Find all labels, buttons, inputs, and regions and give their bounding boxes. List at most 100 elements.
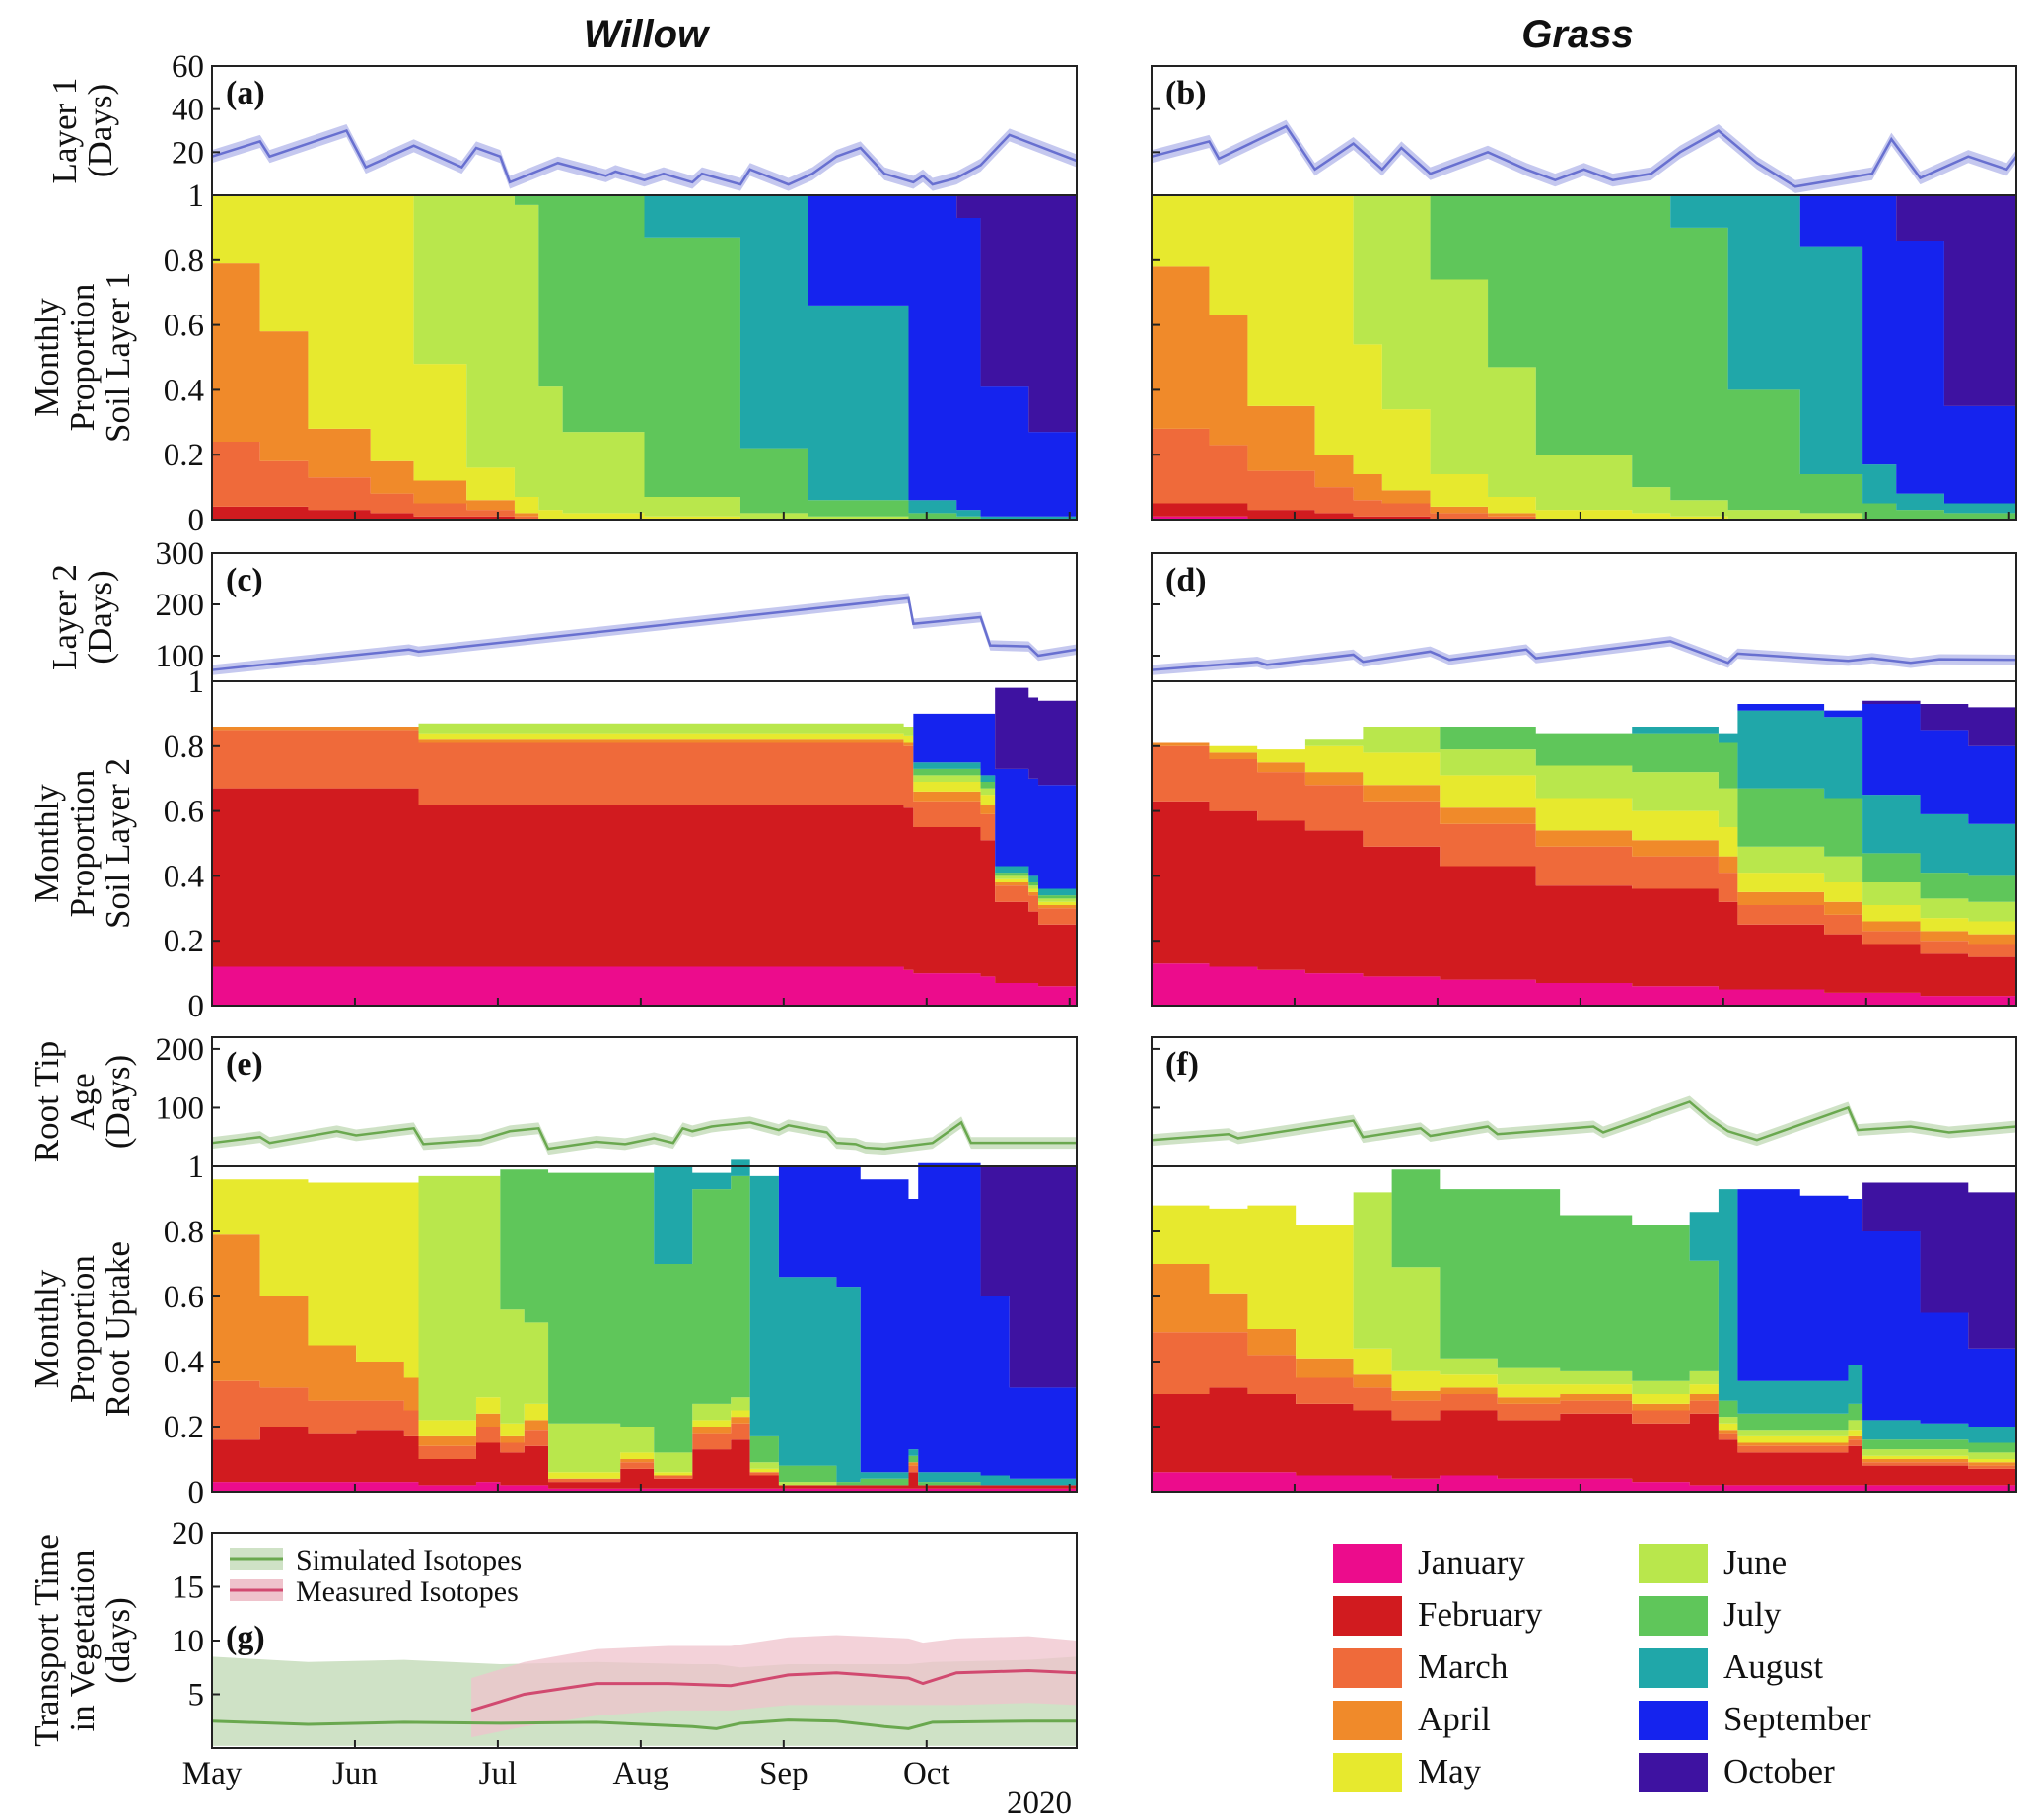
x-tick-label: Oct xyxy=(903,1756,950,1791)
uptake_grass-area-june xyxy=(1152,1192,2016,1459)
soil2-ylabel: Monthly xyxy=(28,784,66,903)
uptake_grass-area-september xyxy=(1152,1169,2016,1427)
layer2-ylabel: (Days) xyxy=(81,570,119,664)
soil2-ylabel: Proportion xyxy=(63,770,102,918)
c-band xyxy=(212,593,1077,675)
soil2_grass-area-may xyxy=(1152,742,2016,942)
panel-letter: (e) xyxy=(226,1046,263,1083)
grass-title: Grass xyxy=(1521,13,1633,56)
x-tick-label: Sep xyxy=(759,1756,808,1791)
soil1_willow-ytick-label: 0 xyxy=(188,503,205,538)
uptake_willow-area-june xyxy=(212,1175,1077,1486)
legend-swatch-october xyxy=(1639,1753,1708,1792)
legend-label-february: February xyxy=(1418,1595,1543,1634)
e-ytick-label: 100 xyxy=(156,1090,205,1126)
uptake-ylabel: Proportion xyxy=(63,1255,102,1403)
legend-swatch-may xyxy=(1333,1753,1402,1792)
transport-ylabel: Transport Time xyxy=(28,1534,66,1747)
uptake-ylabel: Monthly xyxy=(28,1269,66,1388)
panel-letter: (a) xyxy=(226,75,265,111)
legend-swatch-june xyxy=(1639,1544,1708,1583)
uptake-ylabel: Root Uptake xyxy=(99,1241,137,1417)
month-legend: January February March April May June July Augu… xyxy=(1333,1543,1871,1792)
x-tick-label: Jul xyxy=(479,1756,518,1791)
uptake_grass-area-january xyxy=(1152,1472,2016,1492)
soil1_willow-area-june xyxy=(212,195,1077,520)
roottip-ylabel: Root Tip xyxy=(28,1041,66,1163)
soil2_grass-area-august xyxy=(1152,710,2016,886)
soil2_willow-ytick-label: 0.4 xyxy=(164,859,204,894)
transport-ylabel: (days) xyxy=(99,1597,137,1683)
roottip-ylabel: Age xyxy=(63,1073,102,1130)
soil1_willow-ytick-label: 0.2 xyxy=(164,438,204,473)
layer2-ylabel: Layer 2 xyxy=(45,564,84,670)
uptake_willow-area-february xyxy=(212,1427,1077,1489)
uptake_willow-ytick-label: 1 xyxy=(188,1150,205,1185)
soil2_willow-area-march xyxy=(212,730,1077,929)
soil1_grass-area-february xyxy=(1152,503,2016,520)
legend-label-march: March xyxy=(1418,1647,1509,1686)
soil1_willow-ytick-label: 0.6 xyxy=(164,309,204,344)
panel-letter: (d) xyxy=(1165,562,1207,598)
c-ytick-label: 300 xyxy=(156,536,205,572)
legend-label-january: January xyxy=(1418,1543,1525,1581)
legend-label-august: August xyxy=(1723,1647,1823,1686)
panel-uptake_grass-frame xyxy=(1151,1165,2017,1493)
soil1_grass-area-october xyxy=(1152,195,2016,443)
g-line-1 xyxy=(470,1669,1078,1713)
transport-ylabel: in Vegetation xyxy=(63,1549,102,1731)
legend-swatch-september xyxy=(1639,1701,1708,1740)
panel-letter: (c) xyxy=(226,562,263,598)
legend-swatch-july xyxy=(1639,1596,1708,1636)
legend-label-june: June xyxy=(1723,1543,1787,1581)
soil2_willow-ytick-label: 0 xyxy=(188,989,205,1024)
panel-letter: (g) xyxy=(226,1620,265,1656)
soil1-ylabel: Soil Layer 1 xyxy=(99,272,137,443)
soil1_grass-area-august xyxy=(1152,195,2016,514)
soil2_grass-area-january xyxy=(1152,963,2016,1006)
legend-label-may: May xyxy=(1418,1752,1482,1790)
soil1_willow-area-may xyxy=(212,195,1077,520)
b-line xyxy=(1151,124,2018,188)
a-line xyxy=(211,128,1078,186)
uptake_grass-area-july xyxy=(1152,1169,2016,1453)
soil2_grass-area-october xyxy=(1152,700,2016,769)
soil1_grass-area-june xyxy=(1152,195,2016,520)
layer1-ylabel: (Days) xyxy=(81,84,119,177)
soil2_willow-ytick-label: 0.2 xyxy=(164,924,204,959)
roottip-ylabel: (Days) xyxy=(99,1055,137,1149)
g-line-0 xyxy=(211,1718,1077,1730)
uptake_willow-ytick-label: 0.6 xyxy=(164,1280,204,1315)
legend-swatch-february xyxy=(1333,1596,1402,1636)
c-ytick-label: 100 xyxy=(156,639,205,674)
uptake_willow-ytick-label: 0.8 xyxy=(164,1215,204,1250)
x-tick-label: May xyxy=(182,1756,243,1791)
soil2_grass-area-july xyxy=(1152,727,2016,912)
soil1-ylabel: Monthly xyxy=(28,298,66,417)
d-band xyxy=(1152,636,2016,675)
uptake_willow-ytick-label: 0.4 xyxy=(164,1345,204,1380)
soil2_grass-area-june xyxy=(1152,727,2016,929)
soil2_willow-ytick-label: 0.6 xyxy=(164,795,204,830)
legend-swatch-january xyxy=(1333,1544,1402,1583)
uptake_willow-area-july xyxy=(212,1169,1077,1486)
panel-uptake_willow-frame xyxy=(211,1165,1078,1493)
layer1-ylabel: Layer 1 xyxy=(45,78,84,184)
g-ytick-label: 10 xyxy=(172,1624,204,1659)
a-ytick-label: 20 xyxy=(172,135,204,171)
x-tick-label: Jun xyxy=(332,1756,378,1791)
soil1_willow-ytick-label: 0.8 xyxy=(164,244,204,279)
panel-soil1_grass-frame xyxy=(1151,194,2017,521)
soil1_willow-ytick-label: 0.4 xyxy=(164,373,204,408)
uptake_willow-area-september xyxy=(212,1159,1077,1479)
g-band-1 xyxy=(471,1635,1078,1738)
uptake_willow-ytick-label: 0.2 xyxy=(164,1410,204,1445)
uptake_willow-ytick-label: 0 xyxy=(188,1475,205,1510)
legend-swatch-april xyxy=(1333,1701,1402,1740)
e-ytick-label: 200 xyxy=(156,1032,205,1068)
a-ytick-label: 60 xyxy=(172,49,204,85)
soil2_grass-area-april xyxy=(1152,742,2016,951)
willow-title: Willow xyxy=(584,13,711,56)
